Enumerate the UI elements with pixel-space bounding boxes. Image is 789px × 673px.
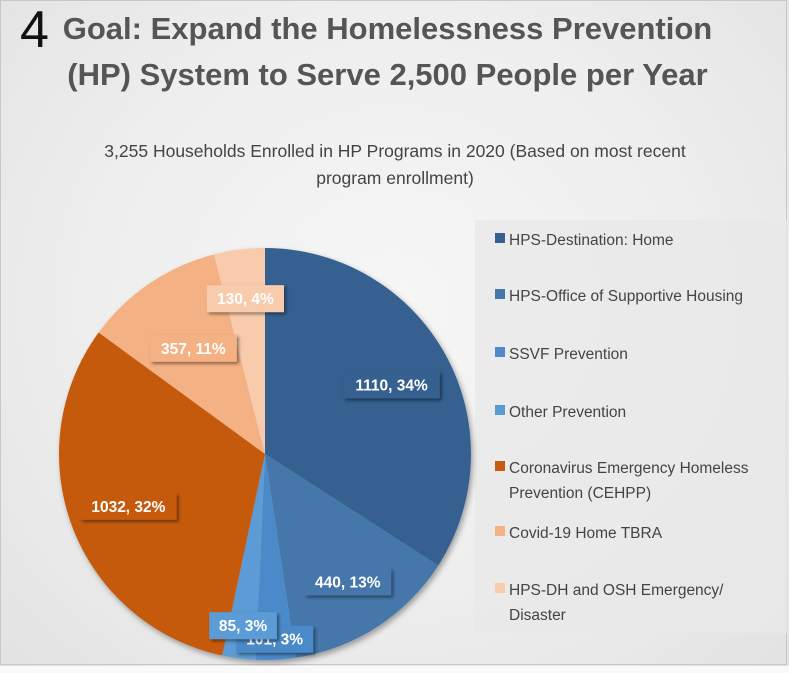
chart-title: Goal: Expand the Homelessness Prevention…: [62, 11, 713, 92]
legend-panel: [475, 220, 787, 633]
data-label-box: [209, 612, 277, 640]
legend-swatch: [495, 583, 505, 593]
data-label-text: 357, 11%: [161, 341, 226, 358]
data-label-box: [304, 568, 392, 596]
chart-subtitle: 3,255 Households Enrolled in HP Programs…: [104, 141, 686, 188]
legend-label: Covid-19 Home TBRA: [509, 525, 663, 542]
slide-number: 4: [20, 1, 49, 59]
legend-swatch: [495, 289, 505, 299]
data-label-text: 130, 4%: [217, 291, 274, 308]
data-label-text: 440, 13%: [315, 574, 381, 591]
pie-slice-ssvf-prevention: [255, 454, 296, 660]
data-label-box: [206, 285, 285, 313]
data-label-box: [80, 492, 177, 520]
legend-label: Coronavirus Emergency Homeless Preventio…: [509, 460, 749, 502]
pie-slice-hps-office-of-supportive-housing: [265, 454, 439, 658]
bottom-strip: [0, 666, 789, 673]
legend-label: Other Prevention: [509, 404, 627, 421]
data-label-hps-office-of-supportive-housing: 440, 13%: [304, 568, 392, 596]
data-label-coronavirus-emergency-homeless-prevention-cehpp: 1032, 32%: [80, 492, 177, 520]
legend-label: HPS-Office of Supportive Housing: [509, 288, 744, 305]
data-label-box: [149, 334, 237, 362]
data-label-hps-destination-home: 1110, 34%: [343, 371, 440, 399]
legend-swatch: [495, 233, 505, 243]
legend-swatch: [495, 405, 505, 415]
data-label-text: 1032, 32%: [91, 499, 165, 516]
data-label-other-prevention: 85, 3%: [209, 612, 277, 640]
pie-data-labels: 1110, 34%440, 13%101, 3%85, 3%1032, 32%3…: [80, 285, 440, 653]
data-label-covid-19-home-tbra: 357, 11%: [149, 334, 237, 362]
legend-swatch: [495, 347, 505, 357]
data-label-text: 85, 3%: [219, 618, 267, 635]
pie-slice-other-prevention: [222, 454, 265, 660]
legend-label: SSVF Prevention: [509, 346, 628, 363]
legend-label: HPS-Destination: Home: [509, 232, 674, 249]
data-label-hps-dh-and-osh-emergency-disaster: 130, 4%: [206, 285, 285, 313]
data-label-text: 1110, 34%: [355, 377, 428, 394]
legend-swatch: [495, 461, 505, 471]
pie-slice-hps-destination-home: [265, 248, 472, 566]
legend-label: HPS-DH and OSH Emergency/ Disaster: [509, 582, 724, 624]
data-label-box: [343, 371, 440, 399]
legend-swatch: [495, 526, 505, 536]
